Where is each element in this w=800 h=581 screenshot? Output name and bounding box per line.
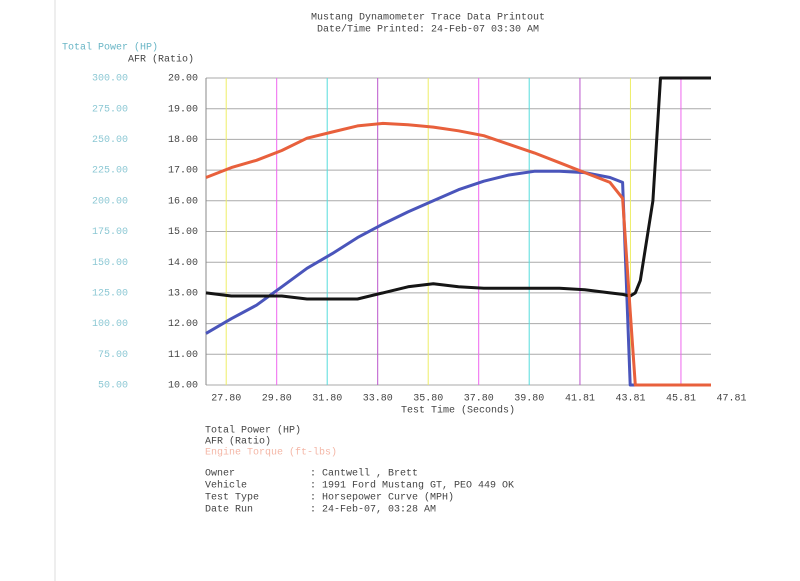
chart-subtitle: Date/Time Printed: 24-Feb-07 03:30 AM [317, 24, 539, 36]
y-tick-label: 75.00 [98, 350, 128, 361]
y2-tick-label: 10.00 [168, 381, 198, 392]
y2-tick-label: 12.00 [168, 319, 198, 330]
x-tick-label: 37.80 [464, 394, 494, 405]
info-separator: : [310, 481, 316, 492]
info-value: Horsepower Curve (MPH) [322, 492, 454, 504]
y-tick-label: 250.00 [92, 135, 128, 146]
y2-tick-label: 11.00 [168, 350, 198, 361]
y-tick-label: 100.00 [92, 319, 128, 330]
info-value: 1991 Ford Mustang GT, PEO 449 OK [322, 480, 514, 492]
y-tick-label: 50.00 [98, 381, 128, 392]
legend-entry: Total Power (HP) [205, 425, 301, 437]
x-tick-label: 47.81 [716, 394, 746, 405]
y2-tick-label: 15.00 [168, 227, 198, 238]
y2-tick-label: 13.00 [168, 289, 198, 300]
series-line [205, 76, 711, 301]
info-label: Owner [205, 469, 235, 480]
info-separator: : [310, 469, 316, 480]
y-tick-label: 275.00 [92, 104, 128, 115]
y2-tick-label: 16.00 [168, 196, 198, 207]
x-axis-title: Test Time (Seconds) [401, 405, 515, 417]
x-tick-label: 29.80 [262, 394, 292, 405]
y2-tick-label: 14.00 [168, 258, 198, 269]
series-line [205, 169, 711, 387]
legend-entry: AFR (Ratio) [205, 436, 271, 448]
y2-tick-label: 20.00 [168, 74, 198, 85]
info-separator: : [310, 493, 316, 504]
y2-tick-label: 17.00 [168, 166, 198, 177]
x-tick-label: 39.80 [514, 394, 544, 405]
x-tick-label: 41.81 [565, 394, 595, 405]
x-tick-label: 27.80 [211, 394, 241, 405]
legend-entry: Engine Torque (ft-lbs) [205, 447, 337, 459]
y-tick-label: 150.00 [92, 258, 128, 269]
y2-tick-label: 18.00 [168, 135, 198, 146]
info-value: Cantwell , Brett [322, 468, 418, 480]
y-tick-label: 125.00 [92, 289, 128, 300]
y2-axis-title: AFR (Ratio) [128, 54, 194, 66]
chart-title: Mustang Dynamometer Trace Data Printout [311, 12, 545, 24]
info-value: 24-Feb-07, 03:28 AM [322, 504, 436, 516]
y-axis-title: Total Power (HP) [62, 42, 158, 54]
x-tick-label: 45.81 [666, 394, 696, 405]
y-tick-label: 225.00 [92, 166, 128, 177]
y-tick-label: 175.00 [92, 227, 128, 238]
x-tick-label: 35.80 [413, 394, 443, 405]
info-label: Test Type [205, 493, 259, 504]
y-tick-label: 200.00 [92, 196, 128, 207]
series-line [205, 121, 711, 387]
info-label: Date Run [205, 505, 253, 516]
x-tick-label: 43.81 [615, 394, 645, 405]
y-tick-label: 300.00 [92, 74, 128, 85]
x-tick-label: 33.80 [363, 394, 393, 405]
info-separator: : [310, 505, 316, 516]
info-label: Vehicle [205, 480, 247, 492]
x-tick-label: 31.80 [312, 394, 342, 405]
y2-tick-label: 19.00 [168, 104, 198, 115]
